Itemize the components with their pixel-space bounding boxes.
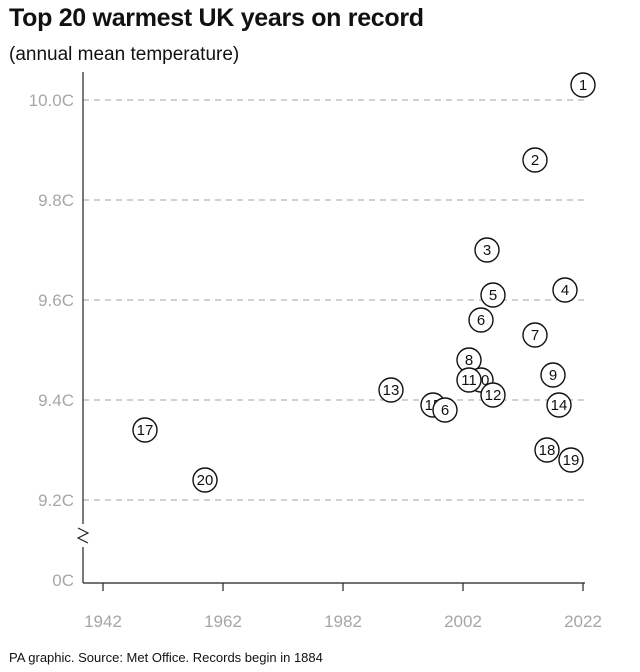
data-point-marker [522, 147, 548, 173]
y-tick-label: 10.0C [29, 91, 74, 110]
data-point: 13 [378, 377, 404, 403]
data-point-label: 1 [579, 77, 587, 94]
data-point-marker [378, 377, 404, 403]
data-point: 9 [540, 362, 566, 388]
x-tick-label: 2022 [564, 612, 602, 631]
data-point: 3 [474, 237, 500, 263]
data-point-marker [558, 447, 584, 473]
data-point: 6 [468, 307, 494, 333]
y-tick-label: 9.8C [38, 191, 74, 210]
data-point: 2 [522, 147, 548, 173]
data-point-marker [570, 72, 596, 98]
axes [76, 72, 585, 591]
data-points: 123456789101112131415617181920 [132, 72, 596, 493]
data-point-label: 12 [485, 387, 502, 404]
grid-lines [83, 99, 585, 501]
source-footer: PA graphic. Source: Met Office. Records … [9, 650, 323, 665]
chart-title: Top 20 warmest UK years on record [9, 4, 424, 32]
data-point-label: 11 [461, 372, 477, 389]
data-point-label: 4 [561, 282, 569, 299]
data-point-marker [552, 277, 578, 303]
x-tick-label: 1962 [204, 612, 242, 631]
y-tick-label: 9.4C [38, 391, 74, 410]
data-point-label: 6 [441, 402, 449, 419]
data-point-marker [456, 367, 482, 393]
y-tick-label: 9.2C [38, 491, 74, 510]
data-point-marker [468, 307, 494, 333]
data-point: 7 [522, 322, 548, 348]
chart-subtitle: (annual mean temperature) [9, 44, 240, 65]
axis-break [76, 527, 90, 544]
data-point-marker [480, 282, 506, 308]
data-point-label: 9 [549, 367, 557, 384]
data-point: 17 [132, 417, 158, 443]
x-tick-label: 1982 [324, 612, 362, 631]
data-point-label: 8 [465, 352, 473, 369]
data-point-marker [522, 322, 548, 348]
data-point-label: 18 [539, 442, 556, 459]
data-point-marker [534, 437, 560, 463]
data-point-marker [132, 417, 158, 443]
data-point-label: 13 [383, 382, 400, 399]
y-tick-label: 9.6C [38, 291, 74, 310]
data-point-label: 7 [531, 327, 539, 344]
data-point: 6 [432, 397, 458, 423]
data-point-label: 14 [551, 397, 568, 414]
data-point-label: 2 [531, 152, 539, 169]
data-point-label: 3 [483, 242, 491, 259]
data-point-marker [540, 362, 566, 388]
x-tick-label: 1942 [84, 612, 122, 631]
data-point-label: 5 [489, 287, 497, 304]
data-point-label: 6 [477, 312, 485, 329]
data-point: 8 [456, 347, 482, 373]
data-point: 20 [192, 467, 218, 493]
data-point-marker [474, 237, 500, 263]
data-point: 4 [552, 277, 578, 303]
data-point: 18 [534, 437, 560, 463]
data-point: 19 [558, 447, 584, 473]
y-tick-label: 0C [52, 571, 74, 590]
data-point-marker [480, 382, 506, 408]
data-point-marker [432, 397, 458, 423]
data-point-label: 19 [563, 452, 580, 469]
data-point: 5 [480, 282, 506, 308]
data-point: 14 [546, 392, 572, 418]
data-point-marker [192, 467, 218, 493]
data-point-label: 20 [197, 472, 214, 489]
data-point: 12 [480, 382, 506, 408]
data-point-label: 17 [137, 422, 154, 439]
data-point: 1 [570, 72, 596, 98]
data-point-marker [546, 392, 572, 418]
x-tick-label: 2002 [444, 612, 482, 631]
data-point: 11 [456, 367, 482, 393]
